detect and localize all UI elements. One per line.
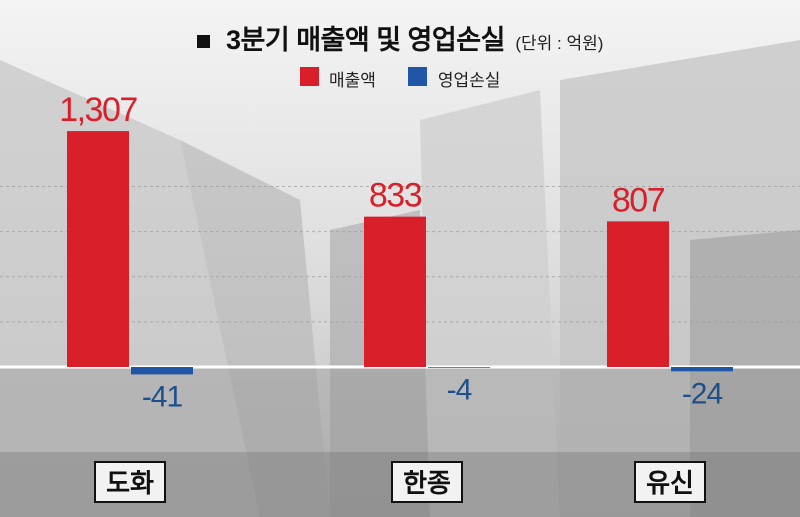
legend-label-loss: 영업손실 [437, 71, 501, 90]
bar-label-revenue-0: 1,307 [59, 91, 137, 129]
category-box-2 [634, 461, 706, 503]
bar-label-loss-2: -24 [682, 377, 723, 410]
chart-legend: 매출액 영업손실 [0, 66, 800, 91]
bar-label-loss-0: -41 [142, 380, 183, 413]
bar-revenue-1 [364, 216, 426, 367]
title-square-icon [196, 35, 210, 49]
category-box-1 [391, 461, 463, 503]
chart-title-row: 3분기 매출액 및 영업손실 (단위 : 억원) [0, 18, 800, 57]
bar-label-revenue-1: 833 [369, 177, 422, 215]
category-label-0: 도화 [106, 468, 154, 498]
chart-title: 3분기 매출액 및 영업손실 [226, 25, 505, 55]
legend-swatch-loss [408, 67, 428, 86]
legend-item-loss: 영업손실 [408, 66, 500, 91]
legend-label-revenue: 매출액 [329, 71, 376, 90]
category-label-1: 한종 [403, 468, 451, 498]
bar-revenue-2 [607, 221, 669, 367]
legend-swatch-revenue [299, 67, 319, 86]
category-box-0 [94, 461, 166, 503]
chart-unit: (단위 : 억원) [515, 34, 604, 53]
legend-item-revenue: 매출액 [299, 66, 376, 91]
category-label-2: 유신 [646, 468, 694, 498]
bar-loss-0 [131, 367, 193, 375]
bar-loss-2 [671, 367, 733, 372]
bar-revenue-0 [67, 131, 129, 367]
bar-loss-1 [428, 367, 490, 368]
bar-label-revenue-2: 807 [612, 181, 665, 219]
bar-label-loss-1: -4 [447, 374, 472, 407]
